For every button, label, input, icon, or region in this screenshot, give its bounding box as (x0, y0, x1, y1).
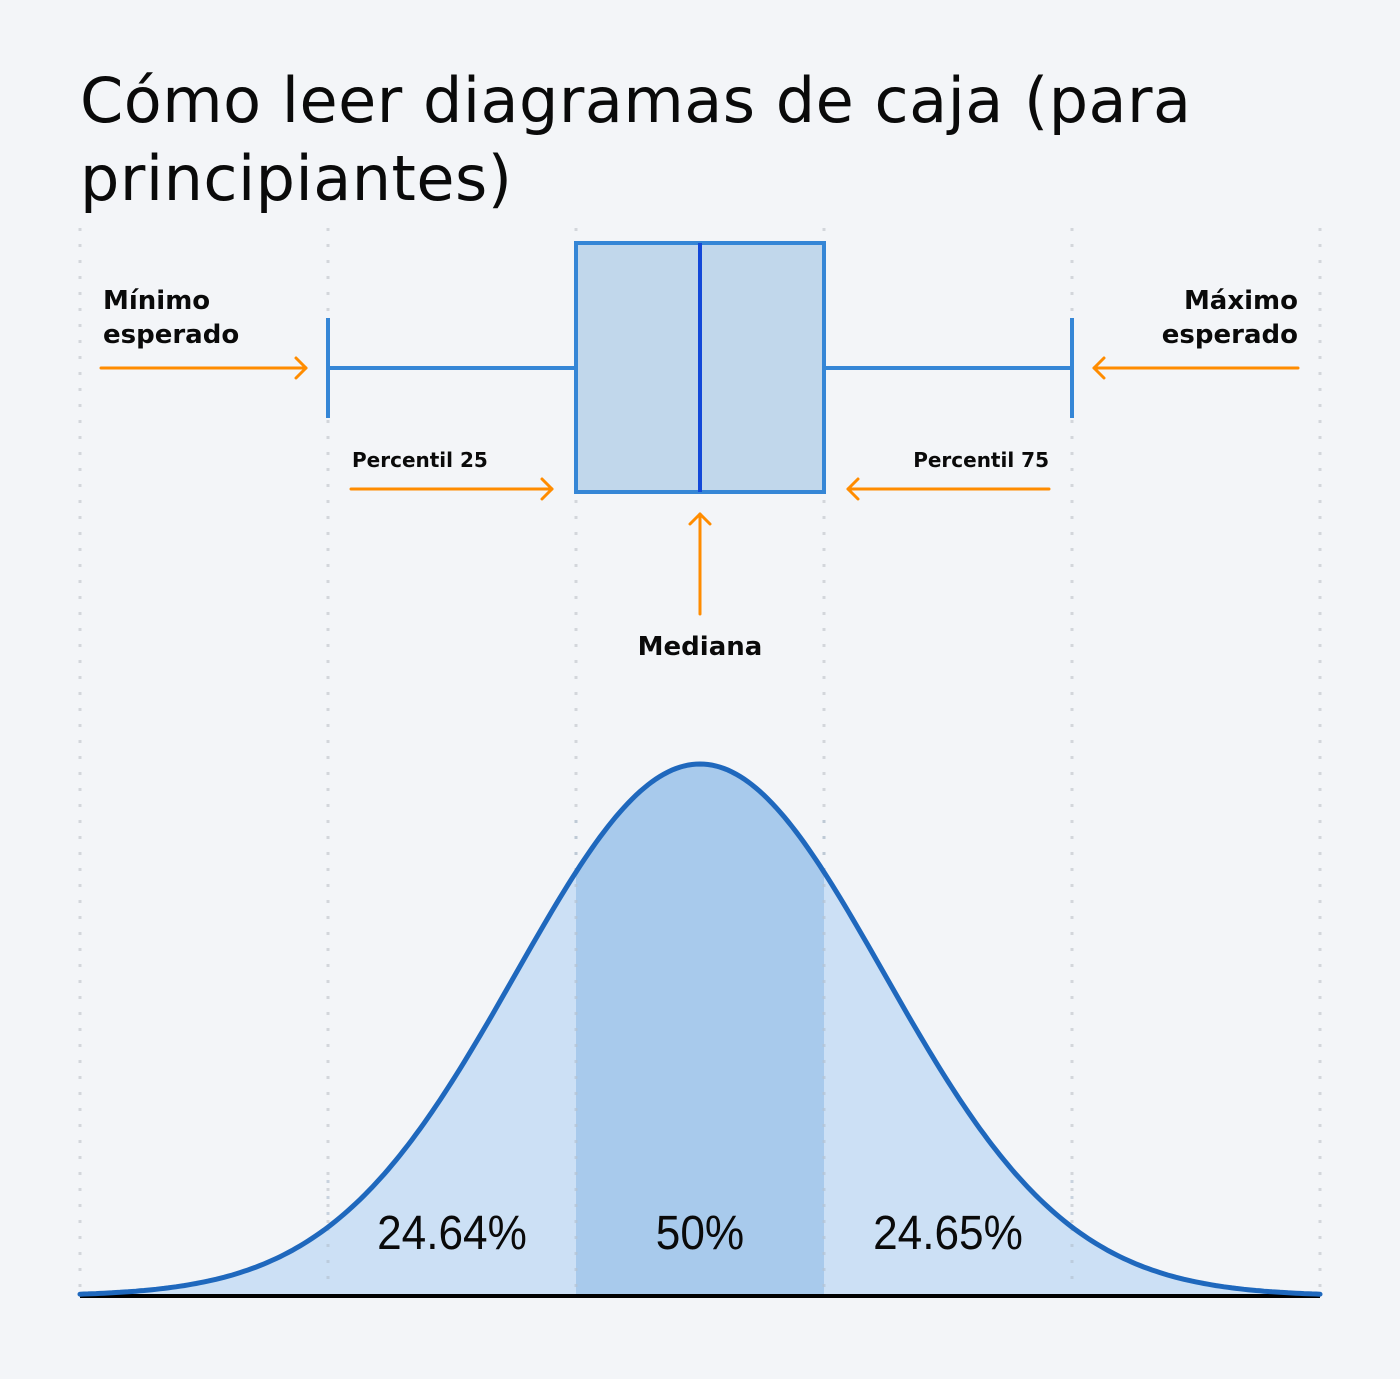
percent-center: 50% (655, 1207, 745, 1260)
label-maximum: Máximo esperado (1161, 286, 1298, 350)
label-minimum: Mínimo esperado (103, 286, 240, 350)
arrow-right-icon (349, 477, 554, 501)
annotation-arrows (99, 356, 1300, 616)
arrow-up-icon (688, 512, 712, 616)
distribution-curve (77, 761, 1323, 1297)
boxplot (326, 241, 1074, 494)
label-median: Mediana (637, 632, 763, 662)
distribution-fill-iqr (576, 764, 824, 1296)
arrow-left-icon (846, 477, 1051, 501)
arrow-right-icon (99, 356, 308, 380)
percent-right: 24.65% (873, 1207, 1023, 1260)
label-percentile-25: Percentil 25 (352, 448, 488, 472)
percent-left: 24.64% (377, 1207, 527, 1260)
label-percentile-75: Percentil 75 (913, 448, 1049, 472)
page-title: Cómo leer diagramas de caja (para princi… (80, 64, 1192, 215)
arrow-left-icon (1092, 356, 1300, 380)
